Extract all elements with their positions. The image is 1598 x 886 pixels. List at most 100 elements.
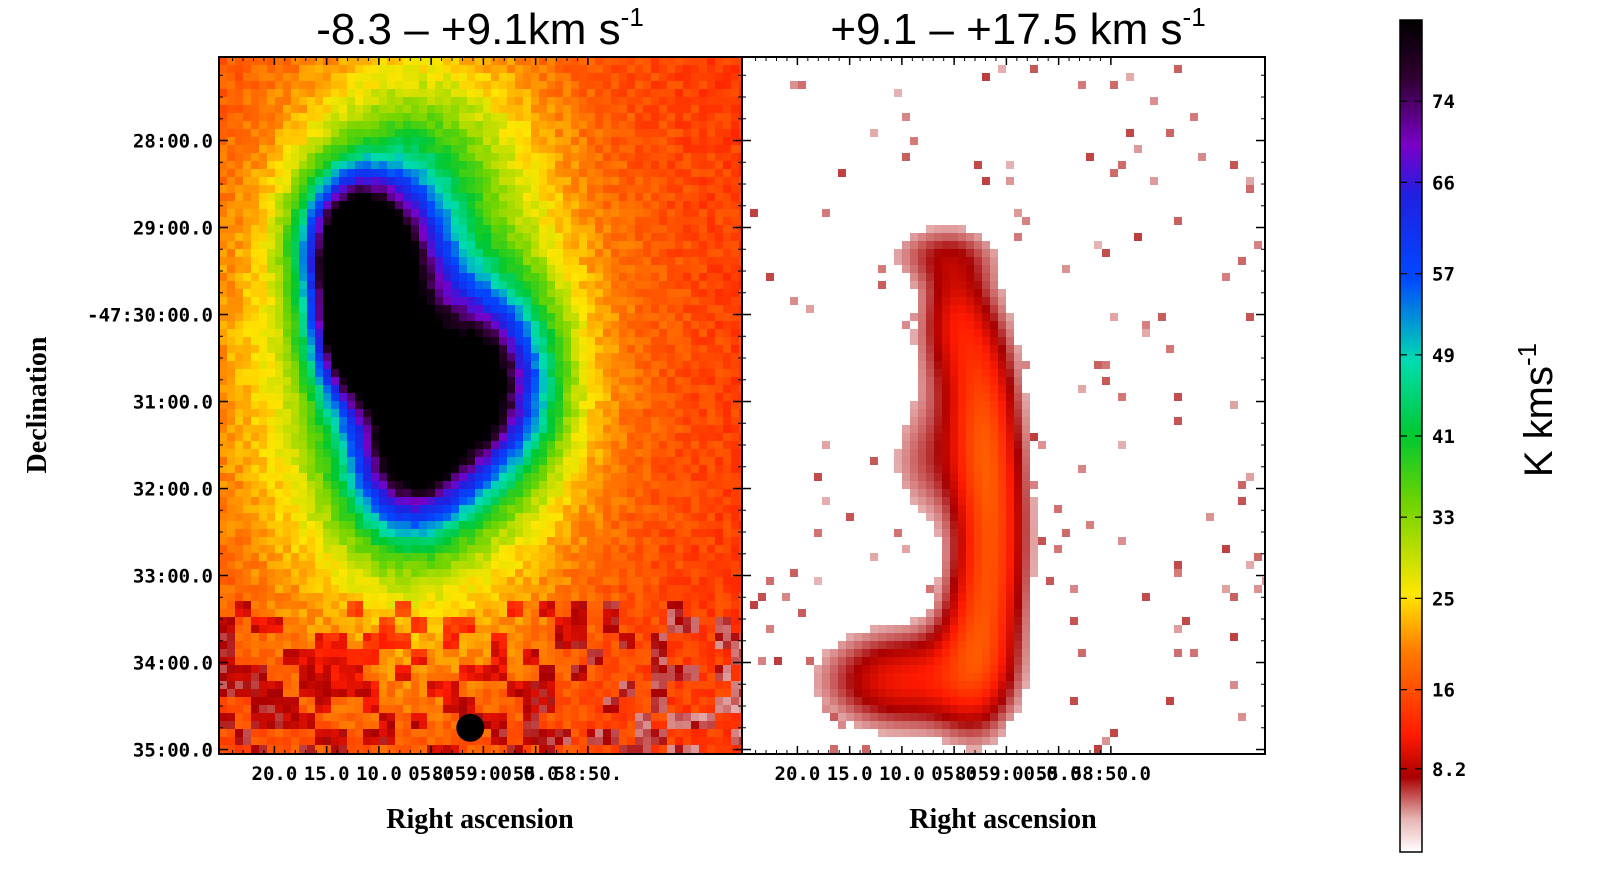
intensity-pixel (235, 257, 244, 266)
intensity-pixel (707, 217, 716, 226)
intensity-pixel (643, 393, 652, 402)
intensity-pixel (483, 561, 492, 570)
intensity-pixel (659, 545, 668, 554)
intensity-pixel (379, 313, 388, 322)
intensity-pixel (571, 281, 580, 290)
intensity-pixel (531, 137, 540, 146)
intensity-pixel (331, 57, 340, 66)
intensity-pixel (723, 241, 732, 250)
intensity-pixel (667, 617, 676, 626)
intensity-pixel (483, 97, 492, 106)
intensity-pixel (523, 337, 532, 346)
intensity-pixel (355, 433, 364, 442)
intensity-pixel (323, 65, 332, 74)
intensity-pixel (467, 513, 476, 522)
intensity-pixel (699, 625, 708, 634)
intensity-pixel (635, 553, 644, 562)
intensity-pixel (531, 161, 540, 170)
intensity-pixel (499, 249, 508, 258)
intensity-pixel (627, 569, 636, 578)
intensity-pixel (539, 193, 548, 202)
intensity-pixel (675, 513, 684, 522)
intensity-pixel (299, 585, 308, 594)
intensity-pixel (635, 177, 644, 186)
intensity-pixel (739, 249, 742, 258)
intensity-pixel (435, 601, 444, 610)
intensity-pixel (587, 137, 596, 146)
intensity-pixel (723, 225, 732, 234)
intensity-pixel (731, 297, 740, 306)
intensity-pixel (435, 73, 444, 82)
intensity-pixel (347, 265, 356, 274)
intensity-pixel (387, 409, 396, 418)
intensity-pixel (611, 105, 620, 114)
intensity-pixel (443, 593, 452, 602)
intensity-pixel (523, 521, 532, 530)
intensity-pixel (435, 153, 444, 162)
intensity-pixel (739, 505, 742, 514)
intensity-pixel (347, 489, 356, 498)
intensity-pixel (323, 417, 332, 426)
intensity-pixel (259, 353, 268, 362)
intensity-pixel (299, 65, 308, 74)
intensity-pixel (451, 417, 460, 426)
intensity-pixel (659, 217, 668, 226)
intensity-pixel (219, 297, 228, 306)
intensity-pixel (275, 113, 284, 122)
intensity-pixel (307, 281, 316, 290)
intensity-pixel (643, 257, 652, 266)
intensity-pixel (379, 265, 388, 274)
intensity-pixel (379, 65, 388, 74)
intensity-pixel (451, 81, 460, 90)
intensity-pixel (539, 617, 548, 626)
intensity-pixel (251, 305, 260, 314)
intensity-pixel (667, 289, 676, 298)
intensity-pixel (627, 217, 636, 226)
intensity-pixel (491, 425, 500, 434)
intensity-pixel (499, 625, 508, 634)
intensity-pixel (555, 417, 564, 426)
intensity-pixel (427, 585, 436, 594)
intensity-pixel (547, 433, 556, 442)
intensity-pixel (227, 513, 236, 522)
intensity-pixel (259, 313, 268, 322)
intensity-pixel (531, 401, 540, 410)
intensity-pixel (227, 521, 236, 530)
intensity-pixel (331, 65, 340, 74)
intensity-pixel (299, 153, 308, 162)
intensity-pixel (699, 137, 708, 146)
intensity-pixel (323, 73, 332, 82)
intensity-pixel (243, 193, 252, 202)
intensity-pixel (419, 337, 428, 346)
intensity-pixel (731, 169, 740, 178)
intensity-pixel (683, 185, 692, 194)
intensity-pixel (475, 489, 484, 498)
intensity-pixel (723, 545, 732, 554)
intensity-pixel (563, 233, 572, 242)
intensity-pixel (251, 105, 260, 114)
intensity-pixel (443, 353, 452, 362)
intensity-pixel (499, 361, 508, 370)
intensity-pixel (699, 601, 708, 610)
intensity-pixel (403, 385, 412, 394)
intensity-pixel (707, 401, 716, 410)
intensity-pixel (547, 577, 556, 586)
intensity-pixel (603, 225, 612, 234)
intensity-pixel (251, 441, 260, 450)
intensity-pixel (459, 313, 468, 322)
intensity-pixel (523, 649, 532, 658)
intensity-pixel (427, 153, 436, 162)
intensity-pixel (339, 569, 348, 578)
intensity-pixel (587, 121, 596, 130)
intensity-pixel (427, 201, 436, 210)
intensity-pixel (387, 473, 396, 482)
intensity-pixel (243, 185, 252, 194)
intensity-pixel (435, 625, 444, 634)
intensity-pixel (531, 257, 540, 266)
intensity-pixel (731, 609, 740, 618)
intensity-pixel (315, 585, 324, 594)
intensity-pixel (531, 297, 540, 306)
intensity-pixel (619, 649, 628, 658)
intensity-pixel (507, 129, 516, 138)
intensity-pixel (435, 65, 444, 74)
